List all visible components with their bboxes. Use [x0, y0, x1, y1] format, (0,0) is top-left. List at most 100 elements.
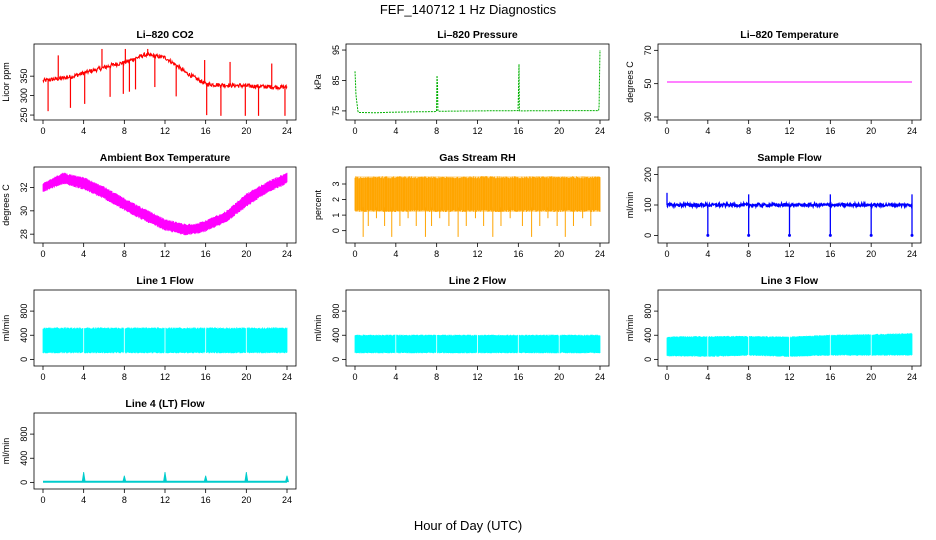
y-tick-label: 30: [643, 112, 653, 122]
y-tick-label: 2: [331, 197, 341, 202]
chart-panel-7: Line 1 Flow ml/min 0 4 8 12 16 20 24 0 400 800: [1, 275, 297, 382]
y-axis-label: ml/min: [625, 315, 635, 342]
panel-title: Li–820 CO2: [136, 29, 193, 41]
y-tick-label: 200: [643, 167, 653, 182]
drop-point: [869, 233, 873, 237]
y-tick-label: 350: [19, 69, 29, 84]
x-tick-label: 0: [40, 495, 45, 505]
x-tick-label: 16: [201, 126, 211, 136]
series-band: [42, 327, 288, 354]
y-tick-label: 28: [19, 229, 29, 239]
y-tick-label: 0: [643, 233, 653, 238]
x-tick-label: 4: [81, 372, 86, 382]
x-tick-label: 20: [241, 126, 251, 136]
x-tick-label: 16: [513, 126, 523, 136]
x-tick-label: 0: [352, 372, 357, 382]
x-tick-label: 0: [664, 372, 669, 382]
y-tick-label: 50: [643, 79, 653, 89]
x-tick-label: 16: [513, 372, 523, 382]
x-tick-label: 16: [825, 126, 835, 136]
x-tick-label: 4: [81, 495, 86, 505]
y-tick-label: 1: [331, 213, 341, 218]
x-tick-label: 4: [705, 126, 710, 136]
y-tick-label: 32: [19, 182, 29, 192]
x-tick-label: 12: [160, 495, 170, 505]
y-axis-label: ml/min: [1, 315, 11, 342]
y-tick-label: 0: [19, 357, 29, 362]
series-line: [42, 51, 288, 92]
y-axis-label: ml/min: [313, 315, 323, 342]
x-tick-label: 20: [866, 249, 876, 259]
y-tick-label: 800: [643, 304, 653, 319]
y-axis-label: ml/min: [625, 192, 635, 219]
chart-panel-2: Li–820 Pressure kPa 0 4 8 12 16 20 24 75 85 95: [313, 29, 610, 136]
spike-mark: [122, 475, 127, 483]
x-tick-label: 4: [705, 249, 710, 259]
y-tick-label: 30: [19, 206, 29, 216]
x-tick-label: 24: [907, 249, 917, 259]
x-tick-label: 20: [866, 372, 876, 382]
x-tick-label: 20: [554, 249, 564, 259]
x-tick-label: 24: [282, 495, 292, 505]
x-tick-label: 20: [241, 249, 251, 259]
x-tick-label: 12: [784, 249, 794, 259]
x-tick-label: 24: [595, 249, 605, 259]
x-tick-label: 0: [40, 126, 45, 136]
y-tick-label: 0: [643, 357, 653, 362]
y-tick-label: 3: [331, 181, 341, 186]
x-tick-label: 24: [595, 126, 605, 136]
x-tick-label: 12: [160, 126, 170, 136]
plot-frame: [345, 289, 610, 367]
x-tick-label: 20: [241, 372, 251, 382]
x-tick-label: 24: [282, 126, 292, 136]
series-band: [42, 172, 288, 236]
x-tick-label: 12: [472, 126, 482, 136]
panel-title: Line 3 Flow: [761, 275, 819, 287]
y-tick-label: 300: [19, 88, 29, 103]
x-tick-label: 4: [393, 126, 398, 136]
y-axis-label: degrees C: [1, 184, 11, 226]
panel-title: Line 2 Flow: [449, 275, 507, 287]
y-tick-label: 800: [331, 304, 341, 319]
x-tick-label: 12: [472, 249, 482, 259]
panel-title: Sample Flow: [757, 152, 822, 164]
chart-panel-9: Line 3 Flow ml/min 0 4 8 12 16 20 24 0 400 800: [625, 275, 922, 382]
spike-mark: [203, 475, 208, 483]
x-tick-label: 0: [40, 249, 45, 259]
x-tick-label: 8: [122, 126, 127, 136]
x-tick-label: 0: [664, 126, 669, 136]
y-tick-label: 400: [19, 328, 29, 343]
x-tick-label: 8: [434, 126, 439, 136]
x-tick-label: 8: [746, 372, 751, 382]
x-tick-label: 12: [160, 249, 170, 259]
x-tick-label: 8: [434, 249, 439, 259]
x-tick-label: 20: [554, 372, 564, 382]
series-line: [354, 49, 601, 114]
y-tick-label: 400: [331, 328, 341, 343]
y-axis-label: Licor ppm: [1, 62, 11, 102]
x-tick-label: 4: [81, 249, 86, 259]
panel-title: Gas Stream RH: [439, 152, 515, 164]
y-tick-label: 95: [331, 45, 341, 55]
drop-point: [910, 233, 914, 237]
chart-panel-8: Line 2 Flow ml/min 0 4 8 12 16 20 24 0 400 800: [313, 275, 610, 382]
x-tick-label: 12: [472, 372, 482, 382]
series-band: [354, 176, 601, 212]
x-tick-label: 0: [664, 249, 669, 259]
panel-title: Li–820 Pressure: [437, 29, 518, 41]
x-tick-label: 0: [352, 126, 357, 136]
x-tick-label: 24: [282, 249, 292, 259]
chart-panel-10: Line 4 (LT) Flow ml/min 0 4 8 12 16 20 24 0 400 800: [1, 398, 297, 505]
spike-mark: [163, 472, 167, 483]
x-tick-label: 4: [393, 249, 398, 259]
x-tick-label: 24: [907, 372, 917, 382]
x-tick-label: 16: [513, 249, 523, 259]
x-tick-label: 20: [241, 495, 251, 505]
y-tick-label: 85: [331, 75, 341, 85]
y-tick-label: 70: [643, 45, 653, 55]
y-tick-label: 400: [19, 451, 29, 466]
chart-panel-4: Ambient Box Temperature degrees C 0 4 8 12 16 2…: [1, 152, 297, 259]
chart-panel-1: Li–820 CO2 Licor ppm 0 4 8 12 16 20 24 250 300 350: [1, 29, 297, 136]
panel-title: Li–820 Temperature: [740, 29, 839, 41]
